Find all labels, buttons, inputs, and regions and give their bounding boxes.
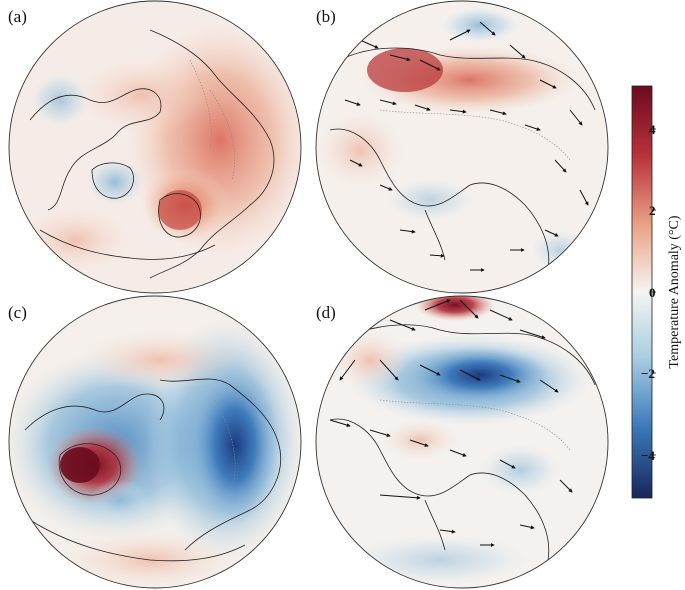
panel-a: (a): [8, 0, 302, 294]
colorbar-tick-4: 4: [649, 122, 656, 137]
panel-label-c: (c): [8, 303, 27, 322]
colorbar: 4 2 0 −2 −4 Temperature Anomaly (°C): [631, 85, 682, 499]
wind-vectors-d: [329, 299, 573, 547]
colorbar-tick-neg4: −4: [641, 448, 655, 463]
panel-label-a: (a): [8, 7, 27, 26]
panel-c: (c): [8, 295, 302, 589]
panel-d: (d): [315, 295, 609, 589]
wind-vectors-b: [344, 21, 589, 272]
panel-b: (b): [315, 0, 609, 294]
colorbar-title: Temperature Anomaly (°C): [667, 215, 682, 368]
colorbar-tick-2: 2: [649, 203, 656, 218]
panel-label-b: (b): [316, 7, 336, 26]
panel-label-d: (d): [316, 303, 336, 322]
colorbar-tick-0: 0: [649, 285, 656, 300]
colorbar-tick-neg2: −2: [641, 366, 655, 381]
